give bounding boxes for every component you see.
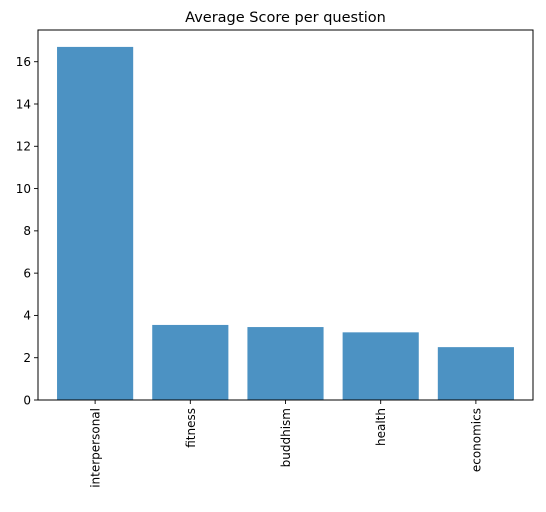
x-tick-label-fitness: fitness: [184, 408, 198, 448]
x-axis: interpersonal fitness buddhism health econom…: [89, 400, 483, 488]
x-tick-label-buddhism: buddhism: [279, 408, 293, 467]
plot-frame: [37, 29, 534, 401]
y-tick-label: 6: [23, 266, 31, 280]
bar-economics: [437, 347, 514, 400]
bar-buddhism: [247, 327, 324, 400]
y-tick-label: 2: [23, 351, 31, 365]
y-tick-label: 14: [16, 97, 31, 111]
y-tick-label: 12: [16, 140, 31, 154]
bar-health: [342, 332, 419, 400]
y-tick-label: 8: [23, 224, 31, 238]
x-tick-label-economics: economics: [469, 408, 483, 472]
y-tick-label: 0: [23, 393, 31, 407]
x-tick-label-interpersonal: interpersonal: [89, 408, 103, 488]
y-tick-label: 16: [16, 55, 31, 69]
chart-title: Average Score per question: [185, 10, 386, 26]
bar-interpersonal: [57, 46, 134, 400]
bar-fitness: [152, 324, 229, 400]
y-tick-label: 4: [23, 309, 31, 323]
y-tick-label: 10: [16, 182, 31, 196]
bars-group: [57, 46, 514, 400]
x-tick-label-health: health: [374, 408, 388, 446]
y-axis: 0 2 4 6 8 10 12 14 16: [16, 55, 38, 407]
